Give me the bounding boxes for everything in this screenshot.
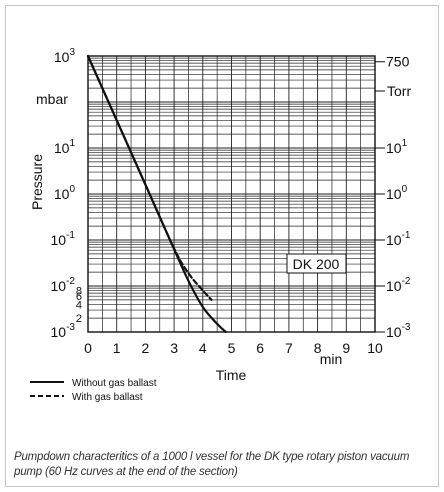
y-tick-label-left: 100 [54,184,76,202]
x-tick-label: 6 [256,340,264,356]
x-tick-label: 1 [113,340,121,356]
y-unit-left: mbar [36,91,68,107]
x-axis-title: Time [216,367,247,383]
y-tick-label-right: 100 [386,184,408,202]
x-tick-label: 0 [84,340,92,356]
y-tick-label-right: 101 [386,138,408,156]
y-tick-label-left: 101 [54,138,76,156]
x-tick-label: 8 [314,340,322,356]
y-minor-label-left: 6 [76,291,82,303]
y-tick-label-right: 750 [386,54,410,70]
labels-layer: 10310110010-110-210-3864275010110010-110… [29,47,411,403]
x-unit-label: min [320,351,343,367]
y-axis-title: Pressure [29,154,45,210]
x-tick-label: 9 [342,340,350,356]
x-tick-label: 5 [228,340,236,356]
y-tick-label-right: 10-3 [386,322,411,340]
x-tick-label: 2 [142,340,150,356]
x-tick-label: 3 [170,340,178,356]
y-tick-label-right: 10-2 [386,276,411,294]
annotation-box [286,253,347,274]
grid-lines [87,55,376,333]
y-minor-label-left: 2 [76,313,82,325]
legend-label-without-gas-ballast: Without gas ballast [72,378,157,389]
curve-with-gas-ballast [86,54,213,301]
y-minor-label-left: 8 [76,285,82,297]
legend-label-with-gas-ballast: With gas ballast [72,392,143,403]
x-tick-label: 7 [285,340,293,356]
y-tick-label-left: 10-3 [51,322,76,340]
x-tick-label: 4 [199,340,207,356]
y-unit-right: Torr [387,83,411,99]
y-tick-label-left: 10-1 [51,230,76,248]
curves-layer [86,54,227,334]
y-minor-label-left: 4 [76,299,82,311]
y-tick-label-left: 10-2 [51,276,76,294]
annotation-dk200: DK 200 [293,256,340,272]
figure-caption: Pumpdown characteritics of a 1000 l vess… [14,451,410,478]
y-tick-label-left: 103 [54,47,76,65]
y-tick-label-right: 10-1 [386,230,411,248]
figure-frame [5,5,439,487]
x-tick-label: 10 [367,340,383,356]
